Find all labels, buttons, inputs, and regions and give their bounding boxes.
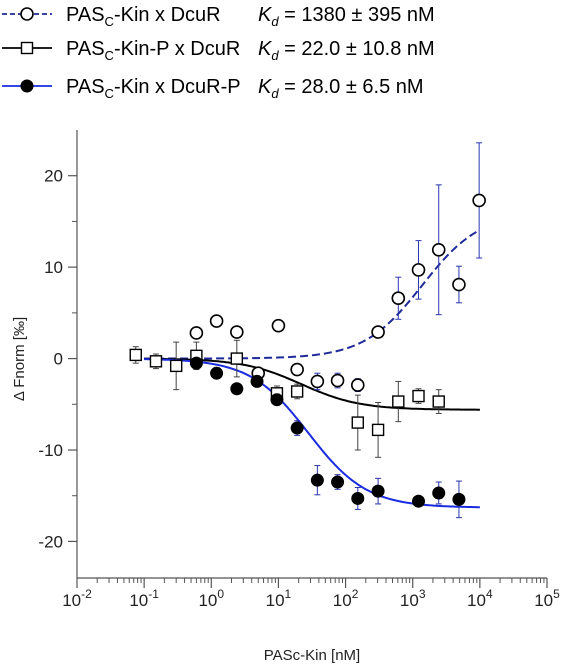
data-point xyxy=(392,395,405,408)
data-point xyxy=(412,389,425,403)
x-tick-label: 104 xyxy=(467,587,493,610)
data-points xyxy=(129,142,486,519)
data-point xyxy=(331,475,345,489)
data-point xyxy=(290,362,304,377)
data-point xyxy=(351,416,364,429)
data-point xyxy=(189,326,204,340)
x-tick-label: 102 xyxy=(333,587,359,610)
series-3-points xyxy=(189,356,466,519)
legend-marker xyxy=(20,7,34,21)
data-point xyxy=(169,359,183,373)
y-tick-label: 0 xyxy=(54,350,63,369)
x-tick-label: 103 xyxy=(400,587,426,610)
data-point xyxy=(371,423,385,437)
legend-marker xyxy=(20,79,34,93)
x-tick-label: 10-1 xyxy=(129,587,159,610)
data-point xyxy=(371,484,385,498)
x-tick-label: 100 xyxy=(198,587,224,610)
x-tick-label: 101 xyxy=(266,587,292,610)
data-point xyxy=(432,486,446,500)
data-point xyxy=(391,291,406,306)
legend: PASC-Kin x DcuR Kd = 1380 ± 395 nMPASC-Ki… xyxy=(2,4,435,101)
y-tick-label: 10 xyxy=(44,258,63,277)
y-tick-label: 20 xyxy=(44,167,63,186)
data-point xyxy=(271,318,286,333)
y-tick-label: -10 xyxy=(38,441,63,460)
data-point xyxy=(209,314,224,328)
series-2-points xyxy=(129,339,445,458)
data-point xyxy=(250,374,264,388)
y-axis-label: Δ Fnorm [‰] xyxy=(11,317,28,401)
legend-kd: Kd = 22.0 ± 10.8 nM xyxy=(258,38,435,63)
data-point xyxy=(310,473,324,487)
data-point xyxy=(432,395,445,408)
data-point xyxy=(230,352,244,365)
data-point xyxy=(149,355,163,368)
legend-kd: Kd = 28.0 ± 6.5 nM xyxy=(258,76,424,101)
data-point xyxy=(230,325,244,339)
data-point xyxy=(412,494,426,508)
legend-series-name: PASC-Kin x DcuR-P xyxy=(66,76,241,101)
data-point xyxy=(431,242,446,257)
legend-series-name: PASC-Kin-P x DcuR xyxy=(66,38,240,63)
data-point xyxy=(411,263,426,277)
data-point xyxy=(310,374,325,389)
data-point xyxy=(452,492,466,506)
data-point xyxy=(371,325,385,339)
data-point xyxy=(350,378,365,392)
data-point xyxy=(189,356,203,370)
data-point xyxy=(290,421,304,435)
x-tick-label: 105 xyxy=(534,587,560,610)
data-point xyxy=(290,385,304,398)
fit-curve-1 xyxy=(144,229,481,360)
series-1-points xyxy=(189,142,486,392)
data-point xyxy=(270,393,284,407)
data-point xyxy=(230,382,244,396)
data-point xyxy=(351,491,365,505)
legend-entry-2: PASC-Kin-P x DcuR Kd = 22.0 ± 10.8 nM xyxy=(2,38,435,63)
data-point xyxy=(129,348,142,362)
x-tick-label: 10-2 xyxy=(62,587,92,610)
legend-entry-3: PASC-Kin x DcuR-P Kd = 28.0 ± 6.5 nM xyxy=(2,76,424,101)
legend-series-name: PASC-Kin x DcuR xyxy=(66,4,221,29)
data-point xyxy=(210,366,224,380)
legend-entry-1: PASC-Kin x DcuR Kd = 1380 ± 395 nM xyxy=(2,4,435,29)
data-point xyxy=(330,373,345,388)
x-axis-label: PASc-Kin [nM] xyxy=(264,647,360,664)
y-tick-label: -20 xyxy=(38,532,63,551)
legend-marker xyxy=(20,41,34,55)
data-point xyxy=(452,277,466,292)
data-point xyxy=(472,193,486,208)
legend-kd: Kd = 1380 ± 395 nM xyxy=(258,4,435,29)
